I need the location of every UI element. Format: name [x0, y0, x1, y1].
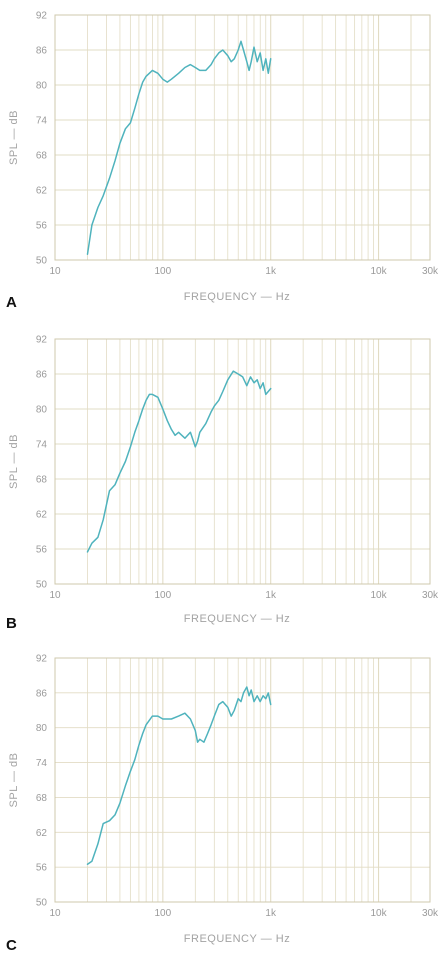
y-tick-label: 86 [36, 688, 48, 699]
x-tick-label: 30k [422, 908, 438, 919]
spl-response-curve [86, 686, 272, 865]
chart-panel-c: 50 56 62 68 74 80 86 92 10 100 1k 10k 30k SPL — dB FRE… [6, 654, 438, 955]
spl-response-curve [86, 370, 272, 553]
y-tick-label: 80 [36, 723, 48, 734]
x-tick-label: 1k [265, 266, 277, 277]
panel-label: A [6, 294, 17, 311]
y-tick-label: 68 [36, 475, 48, 486]
y-tick-label: 74 [36, 758, 48, 769]
x-axis-label: FREQUENCY — Hz [184, 613, 290, 625]
y-axis-label: SPL — dB [8, 753, 20, 808]
y-axis-label: SPL — dB [8, 434, 20, 489]
y-tick-label: 92 [36, 335, 48, 346]
y-tick-label: 56 [36, 221, 48, 232]
y-tick-label: 74 [36, 116, 48, 127]
x-axis-label: FREQUENCY — Hz [184, 933, 290, 945]
y-tick-label: 86 [36, 370, 48, 381]
x-axis-label: FREQUENCY — Hz [184, 291, 290, 303]
x-tick-label: 10k [370, 908, 387, 919]
chart-panel-b: 50 56 62 68 74 80 86 92 10 100 1k 10k 30k SPL — dB FRE… [6, 335, 438, 633]
y-tick-label: 80 [36, 81, 48, 92]
x-tick-label: 30k [422, 266, 438, 277]
y-tick-label: 62 [36, 828, 48, 839]
y-tick-label: 50 [36, 256, 48, 267]
x-tick-label: 1k [265, 590, 277, 601]
y-tick-label: 50 [36, 898, 48, 909]
panel-label: C [6, 937, 17, 954]
y-tick-label: 50 [36, 580, 48, 591]
plot-frame [54, 657, 431, 903]
x-tick-label: 100 [155, 266, 172, 277]
x-tick-label: 10k [370, 266, 387, 277]
plot-frame [54, 14, 431, 261]
y-tick-label: 56 [36, 545, 48, 556]
y-tick-label: 80 [36, 405, 48, 416]
spl-response-curve [86, 40, 272, 255]
y-tick-label: 86 [36, 46, 48, 57]
y-tick-label: 74 [36, 440, 48, 451]
y-tick-label: 92 [36, 654, 48, 665]
panel-label: B [6, 615, 17, 632]
y-tick-label: 56 [36, 863, 48, 874]
x-tick-label: 10 [49, 908, 61, 919]
y-tick-label: 68 [36, 793, 48, 804]
y-tick-label: 68 [36, 151, 48, 162]
x-tick-label: 10k [370, 590, 387, 601]
x-tick-label: 100 [155, 590, 172, 601]
y-axis-label: SPL — dB [8, 110, 20, 165]
y-tick-label: 92 [36, 11, 48, 22]
x-tick-label: 10 [49, 590, 61, 601]
x-tick-label: 10 [49, 266, 61, 277]
x-tick-label: 100 [155, 908, 172, 919]
x-tick-label: 1k [265, 908, 277, 919]
y-tick-label: 62 [36, 510, 48, 521]
y-tick-label: 62 [36, 186, 48, 197]
plot-frame [54, 338, 431, 585]
chart-panel-a: 50 56 62 68 74 80 86 92 10 100 1k 10k 30k SPL — dB FRE… [6, 11, 438, 312]
x-tick-label: 30k [422, 590, 438, 601]
